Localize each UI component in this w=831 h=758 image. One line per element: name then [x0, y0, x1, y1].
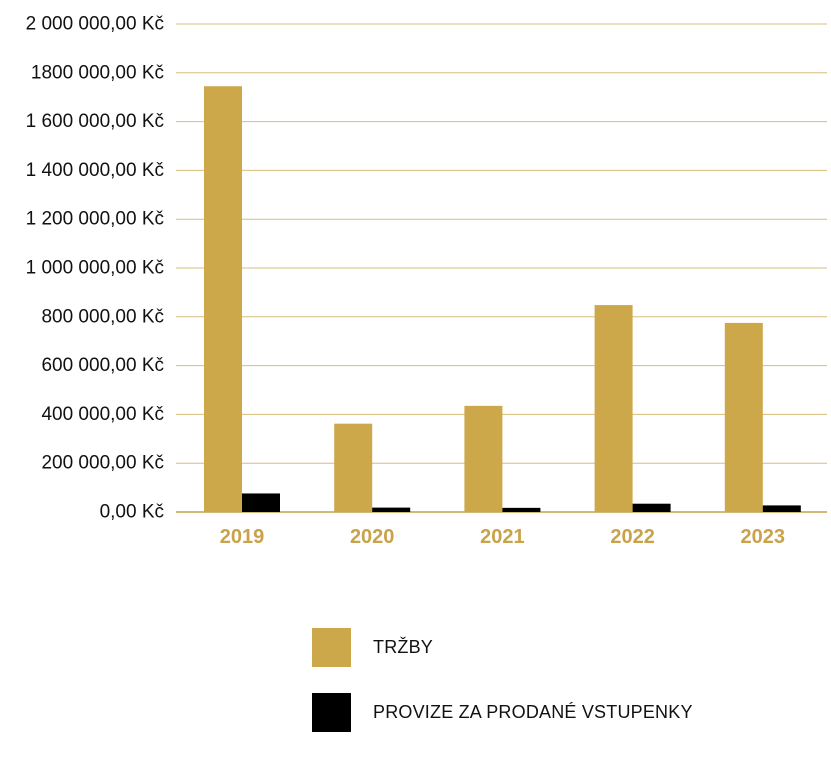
y-tick-label: 0,00 Kč	[100, 502, 164, 523]
y-tick-label: 1 000 000,00 Kč	[26, 258, 164, 279]
x-category-label: 2022	[610, 526, 655, 548]
bar-trzby-2023	[724, 322, 763, 512]
bar-provize-2020	[372, 507, 411, 512]
y-tick-label: 400 000,00 Kč	[41, 404, 164, 425]
y-tick-label: 200 000,00 Kč	[41, 453, 164, 474]
legend-item-trzby: TRŽBY	[312, 628, 812, 667]
bar-provize-2021	[502, 507, 541, 512]
y-tick-label: 1800 000,00 Kč	[31, 62, 164, 83]
y-tick-label: 800 000,00 Kč	[41, 306, 164, 327]
bar-provize-2022	[632, 503, 671, 512]
bar-trzby-2019	[204, 86, 242, 512]
y-tick-label: 2 000 000,00 Kč	[26, 14, 164, 35]
x-category-label: 2020	[350, 526, 395, 548]
y-tick-label: 1 600 000,00 Kč	[26, 111, 164, 132]
legend: TRŽBY PROVIZE ZA PRODANÉ VSTUPENKY	[312, 628, 812, 758]
bar-provize-2019	[242, 493, 280, 512]
bar-provize-2023	[762, 505, 801, 512]
y-tick-label: 600 000,00 Kč	[41, 355, 164, 376]
x-category-label: 2021	[480, 526, 525, 548]
legend-swatch-trzby	[312, 628, 351, 667]
x-category-label: 2019	[220, 526, 265, 548]
x-category-label: 2023	[741, 526, 786, 548]
legend-label-trzby: TRŽBY	[373, 637, 434, 657]
legend-label-provize: PROVIZE ZA PRODANÉ VSTUPENKY	[373, 702, 693, 722]
bar-trzby-2022	[594, 305, 633, 512]
y-tick-label: 1 400 000,00 Kč	[26, 160, 164, 181]
legend-swatch-provize	[312, 693, 351, 732]
bar-chart: 0,00 Kč 200 000,00 Kč 400 000,00 Kč 600 000…	[26, 14, 827, 548]
bar-trzby-2021	[464, 405, 503, 512]
bar-trzby-2020	[334, 423, 373, 512]
y-tick-label: 1 200 000,00 Kč	[26, 209, 164, 230]
legend-item-provize: PROVIZE ZA PRODANÉ VSTUPENKY	[312, 693, 812, 732]
